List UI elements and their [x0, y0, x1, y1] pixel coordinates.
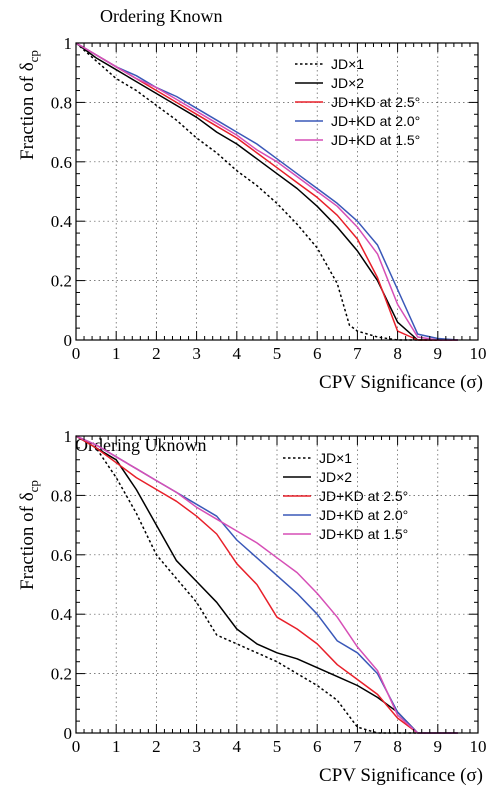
legend-label: JD+KD at 2.5° — [319, 488, 408, 504]
y-tick-label: 0.6 — [51, 546, 72, 565]
y-axis-title: Fraction of δcp — [17, 480, 41, 590]
y-tick-label: 0.8 — [51, 486, 72, 505]
y-tick-label: 0.2 — [51, 665, 72, 684]
series-line-3 — [75, 435, 458, 734]
x-tick-label: 9 — [434, 737, 443, 756]
y-tick-label: 0.6 — [51, 153, 72, 172]
series-line-1 — [75, 435, 458, 734]
x-tick-label: 8 — [393, 344, 402, 363]
x-tick-label: 3 — [192, 737, 201, 756]
y-tick-label: 0 — [64, 724, 73, 743]
y-tick-label: 0 — [64, 331, 73, 350]
chart-panel-ordering-known: Ordering Known Fraction of δcp CPV Signi… — [17, 6, 487, 393]
y-tick-label: 0.2 — [51, 272, 72, 291]
x-tick-label: 2 — [152, 737, 161, 756]
x-tick-label: 1 — [112, 344, 121, 363]
x-tick-label: 4 — [233, 737, 242, 756]
x-tick-label: 8 — [393, 737, 402, 756]
x-axis-title: CPV Significance (σ) — [319, 765, 483, 786]
legend-label: JD+KD at 1.5° — [319, 526, 408, 542]
y-tick-label: 0.4 — [51, 605, 73, 624]
legend-label: JD×1 — [319, 450, 352, 466]
x-tick-label: 0 — [72, 344, 81, 363]
x-tick-label: 7 — [353, 344, 362, 363]
legend-label: JD+KD at 2.0° — [331, 113, 420, 129]
legend-label: JD+KD at 1.5° — [331, 132, 420, 148]
legend-label: JD+KD at 2.5° — [331, 94, 420, 110]
y-axis-title: Fraction of δcp — [17, 50, 41, 160]
x-tick-label: 0 — [72, 737, 81, 756]
legend-label: JD+KD at 2.0° — [319, 507, 408, 523]
x-tick-label: 6 — [313, 344, 322, 363]
x-tick-label: 4 — [233, 344, 242, 363]
series-line-4 — [75, 435, 458, 734]
x-tick-label: 9 — [434, 344, 443, 363]
series-line-3 — [75, 42, 458, 341]
series-line-0 — [75, 42, 458, 341]
chart-panel-ordering-unknown: Ordering Uknown Fraction of δcp CPV Sign… — [17, 427, 487, 786]
x-tick-label: 10 — [470, 737, 487, 756]
y-tick-label: 1 — [64, 34, 73, 53]
x-tick-label: 10 — [470, 344, 487, 363]
x-tick-label: 6 — [313, 737, 322, 756]
x-tick-label: 3 — [192, 344, 201, 363]
series-line-1 — [75, 42, 458, 341]
legend-label: JD×2 — [319, 469, 352, 485]
x-tick-label: 5 — [273, 344, 282, 363]
x-axis-title: CPV Significance (σ) — [319, 372, 483, 393]
legend-label: JD×2 — [331, 75, 364, 91]
series-line-2 — [75, 435, 458, 734]
legend-label: JD×1 — [331, 56, 364, 72]
series-line-0 — [75, 435, 458, 734]
x-tick-label: 2 — [152, 344, 161, 363]
x-tick-label: 5 — [273, 737, 282, 756]
series-line-4 — [75, 42, 458, 341]
x-tick-label: 7 — [353, 737, 362, 756]
y-tick-label: 1 — [64, 427, 73, 446]
x-tick-label: 1 — [112, 737, 121, 756]
y-tick-label: 0.8 — [51, 93, 72, 112]
y-tick-label: 0.4 — [51, 212, 73, 231]
panel-title: Ordering Known — [100, 6, 222, 26]
